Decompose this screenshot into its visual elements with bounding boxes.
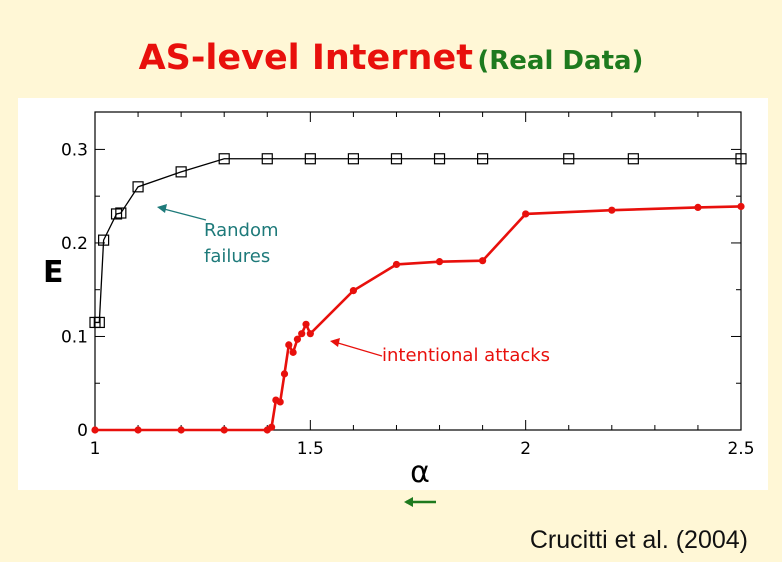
data-point-attack [479,257,487,265]
x-tick-label: 2.5 [727,439,754,459]
data-point-attack [91,426,99,434]
x-tick-label: 1 [90,439,101,459]
title-subtitle: (Real Data) [477,46,644,76]
data-point-attack [134,426,142,434]
annotation-attack: intentional attacks [382,345,550,366]
y-axis-label: E [43,255,64,290]
data-point-random [735,153,747,165]
chart-panel: 1 1.5 2 2.5 0 0.1 0.2 0.3 Random failures intenti… [18,98,768,490]
data-point-attack [220,426,228,434]
x-tick-label: 1.5 [297,439,324,459]
data-point-random [433,153,446,165]
data-point-random [390,153,403,165]
data-point-random [261,153,273,165]
data-point-attack [522,210,530,218]
data-point-attack [276,398,284,406]
data-point-attack [177,426,185,434]
data-point-random [627,153,639,165]
citation: Crucitti et al. (2004) [529,526,748,554]
series-line-attack [95,205,742,432]
data-point-random [477,153,489,165]
title-main: AS-level Internet [138,38,473,78]
annotation-arrowhead-attack [330,338,340,347]
data-point-random [304,153,316,165]
data-point-attack [267,423,276,431]
data-point-random [218,153,230,165]
data-point-attack [392,260,401,269]
annotation-arrow-attack [337,342,383,357]
slide-title: AS-level Internet (Real Data) [0,38,782,78]
data-point-attack [302,320,310,328]
data-point-attack [289,348,297,356]
y-tick-label: 0.2 [61,234,88,254]
data-point-attack [737,202,745,211]
plot-frame [94,111,742,431]
x-axis-label: α [410,455,430,490]
data-point-random [110,208,123,220]
x-tick-label: 2 [520,439,531,459]
data-point-attack [435,258,444,266]
y-tick-label: 0.3 [61,140,88,160]
data-point-random [347,153,359,165]
data-point-random [98,234,110,246]
data-point-attack [306,330,314,338]
annotation-arrowhead-random [157,204,167,213]
y-tick-label: 0 [77,421,88,441]
annotation-random: Random failures [204,220,279,267]
data-point-random [93,316,105,329]
data-point-random [175,166,187,178]
y-tick-label: 0.1 [61,327,88,347]
data-point-attack [349,287,357,295]
data-point-random [563,153,575,165]
annotation-arrow-random [163,208,207,221]
data-point-attack [285,341,293,349]
chart-svg: 1 1.5 2 2.5 0 0.1 0.2 0.3 Random failures intenti… [43,111,755,490]
data-point-attack [608,206,616,214]
data-point-attack [298,330,306,338]
data-point-attack [280,370,289,378]
data-point-attack [293,335,302,343]
data-point-random [132,181,144,193]
data-point-attack [694,203,702,211]
data-point-random [115,207,127,219]
series-line-random [95,158,741,324]
left-arrow-icon[interactable] [402,494,438,510]
